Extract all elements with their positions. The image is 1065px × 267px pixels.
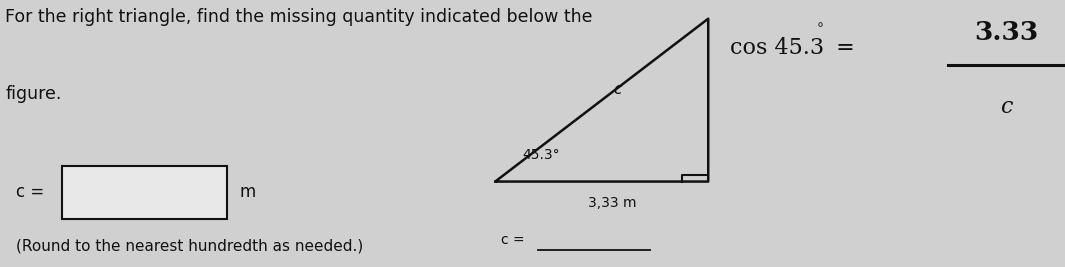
- Text: cos 45.3: cos 45.3: [730, 37, 823, 59]
- Text: c =: c =: [16, 183, 45, 201]
- Bar: [62, 166, 227, 219]
- Text: (Round to the nearest hundredth as needed.): (Round to the nearest hundredth as neede…: [16, 239, 363, 254]
- Text: For the right triangle, find the missing quantity indicated below the: For the right triangle, find the missing…: [5, 8, 593, 26]
- Text: c =: c =: [501, 233, 524, 247]
- Text: c: c: [1000, 96, 1013, 118]
- Text: m: m: [240, 183, 256, 201]
- Text: c: c: [613, 82, 622, 97]
- Text: =: =: [829, 37, 854, 59]
- Text: °: °: [817, 22, 824, 36]
- Text: figure.: figure.: [5, 85, 62, 103]
- Text: 3.33: 3.33: [974, 19, 1038, 45]
- Text: 3,33 m: 3,33 m: [588, 196, 637, 210]
- Text: 45.3°: 45.3°: [522, 148, 559, 162]
